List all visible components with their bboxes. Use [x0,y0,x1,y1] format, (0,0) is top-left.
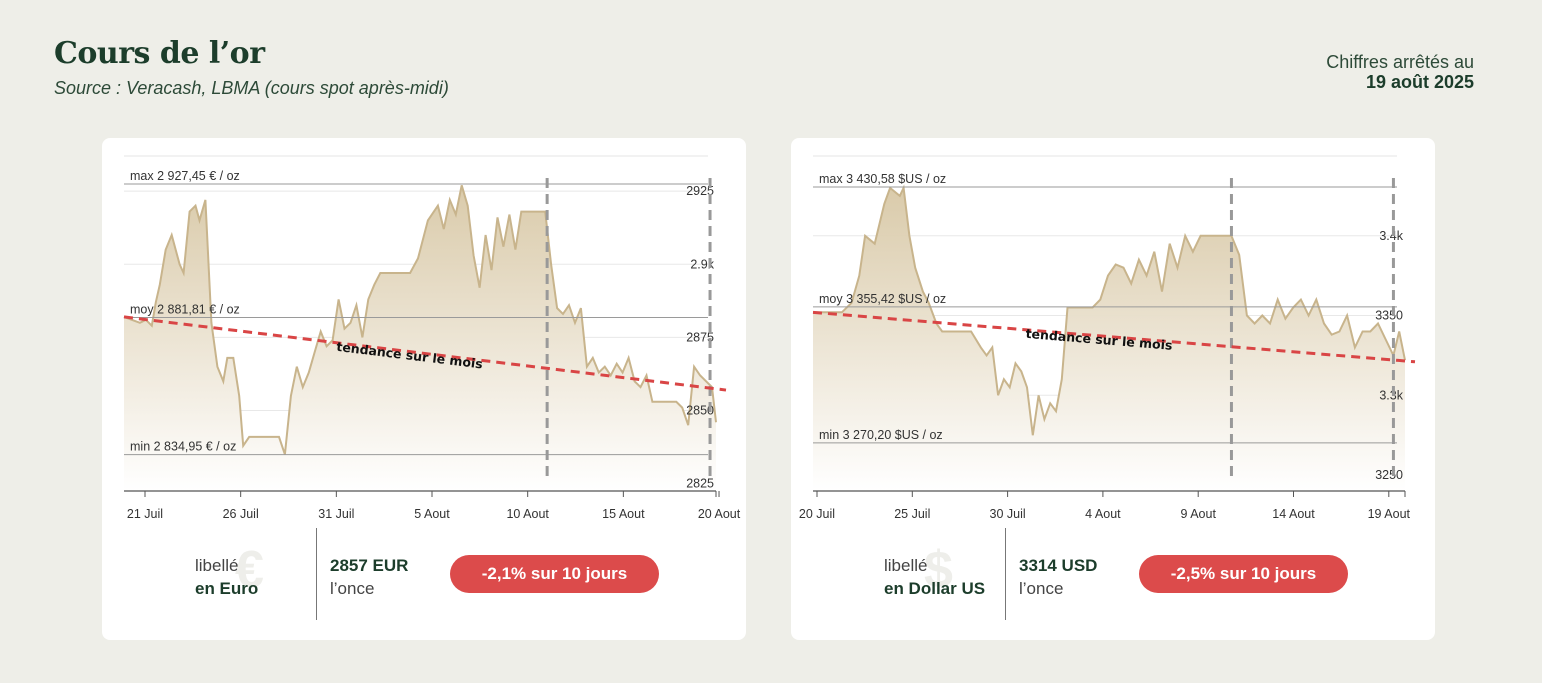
x-tick-label: 31 Juil [318,507,354,521]
x-tick-label: 30 Juil [990,507,1026,521]
price-line [813,184,1406,436]
max-label: max 2 927,45 € / oz [130,169,240,183]
y-tick-label: 2850 [686,404,714,418]
price-line [123,185,717,455]
chart-card-euro: max 2 927,45 € / oz moy 2 881,81 € / oz mi… [102,138,746,640]
min-label: min 2 834,95 € / oz [130,440,236,454]
y-tick-label: 2875 [686,330,714,344]
mean-label: moy 2 881,81 € / oz [130,302,240,316]
price-block: 3314 USD l’once [1019,554,1097,600]
divider [316,528,317,620]
price-unit: l’once [330,579,375,598]
y-tick-label: 3250 [1375,468,1403,482]
libelle-text: libellé [884,556,928,575]
page-subtitle: Source : Veracash, LBMA (cours spot aprè… [54,78,449,98]
price-block: 2857 EUR l’once [330,554,408,600]
page-title: Cours de l’or [54,36,265,71]
trend-line [812,310,1416,364]
x-tick-label: 25 Juil [894,507,930,521]
y-tick-label: 3.4k [1379,229,1403,243]
summary-footer-euro: € libellé en Euro 2857 EUR l’once -2,1% … [102,528,746,620]
date-block: Chiffres arrêtés au 19 août 2025 [1326,52,1474,92]
libelle-text: libellé [195,556,239,575]
y-tick-label: 2925 [686,184,714,198]
x-tick-label: 26 Juil [223,507,259,521]
x-tick-label: 20 Juil [799,507,835,521]
y-tick-label: 3.3k [1379,388,1403,402]
x-tick-label: 15 Aout [602,507,645,521]
y-tick-label: 3350 [1375,309,1403,323]
date-label: Chiffres arrêtés au [1326,52,1474,72]
currency-label: libellé en Euro [195,554,258,600]
divider [1005,528,1006,620]
x-tick-label: 14 Aout [1272,507,1315,521]
dollar-watermark-icon: $ [924,541,953,599]
currency-name: en Euro [195,579,259,598]
x-tick-label: 4 Aout [1085,507,1121,521]
date-value: 19 août 2025 [1365,72,1474,92]
price-area [813,187,1405,491]
x-tick-label: 20 Aout [698,507,741,521]
price-area [124,185,716,492]
currency-label: libellé en Dollar US [884,554,985,600]
change-badge: -2,5% sur 10 jours [1139,555,1348,593]
y-tick-label: 2825 [686,477,714,491]
summary-footer-dollar: $ libellé en Dollar US 3314 USD l’once -… [791,528,1435,620]
currency-name: en Dollar US [884,579,986,598]
x-tick-label: 19 Aout [1368,507,1411,521]
gold-chart-dollar: max 3 430,58 $US / oz moy 3 355,42 $US / … [799,155,1416,521]
price-unit: l’once [1019,579,1064,598]
x-tick-label: 9 Aout [1180,507,1216,521]
euro-watermark-icon: € [235,541,264,599]
change-badge: -2,1% sur 10 jours [450,555,659,593]
trend-line [123,315,727,392]
x-tick-label: 10 Aout [506,507,549,521]
price-value: 2857 EUR [330,556,409,575]
min-label: min 3 270,20 $US / oz [819,428,943,442]
price-value: 3314 USD [1019,556,1098,575]
gold-chart-euro: max 2 927,45 € / oz moy 2 881,81 € / oz mi… [123,155,741,521]
chart-card-dollar: max 3 430,58 $US / oz moy 3 355,42 $US / … [791,138,1435,640]
x-tick-label: 5 Aout [414,507,450,521]
x-tick-label: 21 Juil [127,507,163,521]
mean-label: moy 3 355,42 $US / oz [819,292,946,306]
max-label: max 3 430,58 $US / oz [819,172,946,186]
